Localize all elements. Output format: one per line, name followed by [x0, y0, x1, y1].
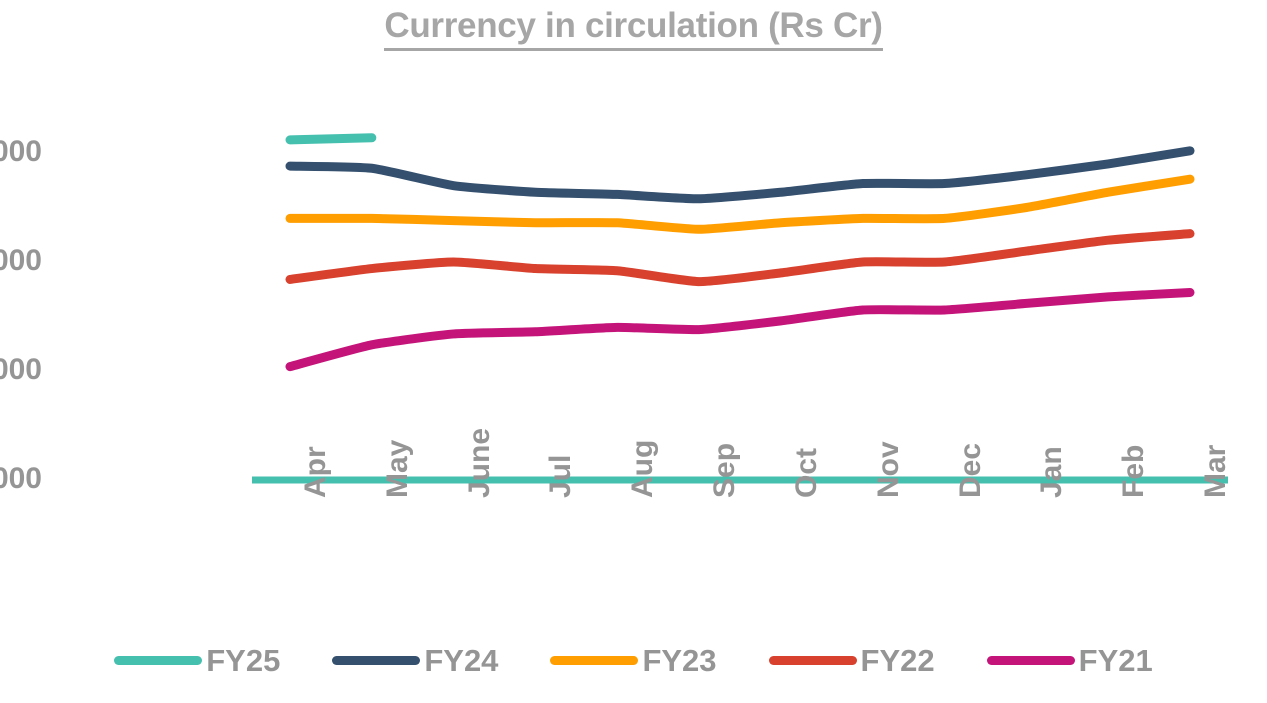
x-axis-tick-text: Apr: [299, 446, 332, 498]
legend-swatch-icon: [768, 656, 857, 665]
y-axis-tick-label: 35,00,000: [0, 137, 42, 167]
x-axis-tick-text: Mar: [1199, 444, 1232, 498]
legend-item-fy25[interactable]: FY25: [114, 645, 280, 676]
x-axis-tick-text: June: [462, 427, 496, 498]
x-axis-tick-text: Feb: [1117, 444, 1151, 498]
x-axis-tick-text: Aug: [626, 439, 660, 498]
x-axis-tick-text: Jan: [1035, 446, 1069, 498]
y-axis-tick-text: 35,00,000: [0, 135, 42, 168]
x-axis-tick-text: Sep: [708, 442, 742, 498]
legend-item-fy23[interactable]: FY23: [550, 643, 717, 678]
legend-label: FY23: [642, 643, 717, 678]
series-line-fy25: [285, 133, 377, 145]
legend-item-fy21[interactable]: FY21: [986, 643, 1153, 678]
series-line-fy21: [285, 288, 1195, 372]
x-axis-tick-text: Oct: [789, 447, 823, 498]
legend-label: FY22: [860, 643, 935, 678]
y-axis-tick-text: 30,00,000: [0, 244, 42, 277]
legend-swatch-icon: [332, 656, 421, 665]
x-axis-tick-text: Nov: [871, 441, 905, 498]
series-line-fy24: [285, 146, 1195, 204]
x-axis-labels: Apr May June Jul Aug Sep Oct Nov Dec Jan Feb Mar: [252, 428, 1232, 602]
plot-area: [252, 100, 1228, 492]
legend-swatch-icon: [550, 656, 639, 665]
legend-item-fy24[interactable]: FY24: [332, 645, 498, 676]
y-axis-tick-label: 30,00,000: [0, 246, 42, 276]
y-axis-tick-text: 25,00,000: [0, 353, 42, 386]
series-line-fy23: [285, 174, 1195, 234]
legend-item-fy22[interactable]: FY22: [768, 643, 935, 678]
chart-title-text: Currency in circulation (Rs Cr): [384, 6, 883, 51]
series-canvas: [252, 133, 1228, 484]
legend-label: FY21: [1078, 643, 1153, 678]
x-axis-tick-text: May: [380, 439, 414, 498]
y-axis-tick-label: 25,00,000: [0, 355, 42, 385]
y-axis-tick-text: 20,00,000: [0, 462, 42, 495]
chart-legend: FY25 FY24 FY23 FY22 FY21: [0, 645, 1267, 676]
x-axis-tick-text: Dec: [953, 442, 987, 498]
legend-swatch-icon: [986, 656, 1075, 665]
legend-label: FY25: [206, 643, 281, 678]
chart-title: Currency in circulation (Rs Cr): [0, 6, 1267, 51]
y-axis-tick-label: 20,00,000: [0, 464, 42, 494]
legend-swatch-icon: [114, 656, 203, 665]
legend-label: FY24: [424, 643, 499, 678]
series-line-fy22: [285, 229, 1195, 287]
x-axis-tick-text: Jul: [544, 454, 578, 498]
